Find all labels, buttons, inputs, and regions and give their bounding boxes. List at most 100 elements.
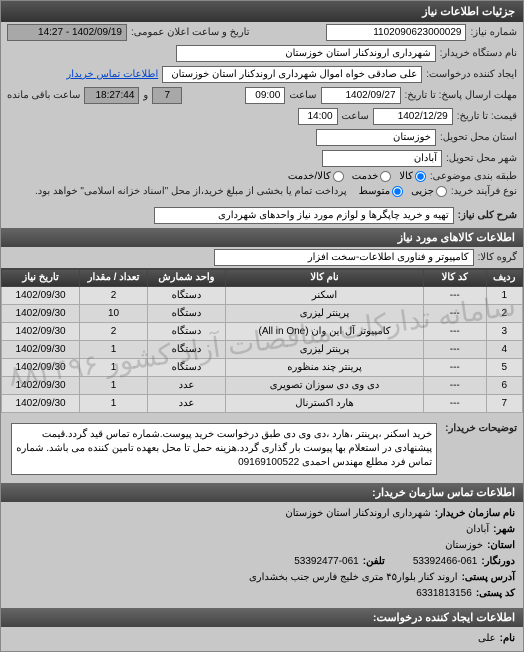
- need-title-field: تهیه و خرید چاپگرها و لوازم مورد نیاز وا…: [154, 207, 454, 224]
- deadline-label: مهلت ارسال پاسخ: تا تاریخ:: [405, 90, 517, 101]
- need-number-field: 1102090623000029: [326, 24, 466, 41]
- row-validity: قیمت: تا تاریخ: 1402/12/29 ساعت 14:00: [1, 106, 523, 127]
- table-header: نام کالا: [226, 269, 424, 287]
- validity-date-field: 1402/12/29: [373, 108, 453, 125]
- c-prov-label: استان:: [487, 538, 515, 554]
- city-label: شهر محل تحویل:: [446, 153, 517, 164]
- goods-table-wrap: سامانه تدارکات مناقصات آزاد کشور ۸۸۳۴۹۶ …: [1, 268, 523, 413]
- c-phone-label: تلفن:: [363, 554, 385, 570]
- validity-time-field: 14:00: [298, 108, 338, 125]
- table-cell: عدد: [147, 377, 225, 395]
- table-row: 2---پرینتر لیزریدستگاه101402/09/30: [2, 305, 523, 323]
- deadline-time-field: 09:00: [245, 87, 285, 104]
- requester-field: علی صادقی خواه اموال شهرداری اروندکنار ا…: [162, 66, 422, 83]
- c-org: شهرداری اروندکنار استان خوزستان: [285, 506, 430, 522]
- time-remain-field: 18:27:44: [84, 87, 139, 104]
- need-title-label: شرح کلی نیاز:: [458, 210, 517, 221]
- table-cell: 2: [486, 305, 522, 323]
- budget-radio-group: کالا خدمت کالا/خدمت: [288, 171, 426, 182]
- radio-goods[interactable]: کالا: [399, 171, 426, 182]
- c-postal: 6331813156: [416, 586, 472, 602]
- table-cell: 1: [80, 377, 148, 395]
- table-cell: ---: [424, 305, 487, 323]
- details-panel: جزئیات اطلاعات نیاز شماره نیاز: 11020906…: [0, 0, 524, 652]
- row-budget: طبقه بندی موضوعی: کالا خدمت کالا/خدمت: [1, 169, 523, 184]
- radio-goods-input[interactable]: [415, 171, 426, 182]
- buyer-org-field: شهرداری اروندکنار استان خوزستان: [176, 45, 436, 62]
- table-cell: 6: [486, 377, 522, 395]
- table-cell: ---: [424, 323, 487, 341]
- contact-link[interactable]: اطلاعات تماس خریدار: [66, 69, 158, 80]
- need-number-label: شماره نیاز:: [470, 27, 517, 38]
- goods-group-label: گروه کالا:: [478, 252, 517, 263]
- row-province: استان محل تحویل: خوزستان: [1, 127, 523, 148]
- c-postal-label: کد پستی:: [476, 586, 515, 602]
- and-label: و: [143, 90, 148, 101]
- row-requester: ایجاد کننده درخواست: علی صادقی خواه اموا…: [1, 64, 523, 85]
- table-row: 1---اسکنردستگاه21402/09/30: [2, 287, 523, 305]
- table-cell: 4: [486, 341, 522, 359]
- row-buyer-org: نام دستگاه خریدار: شهرداری اروندکنار است…: [1, 43, 523, 64]
- table-cell: اسکنر: [226, 287, 424, 305]
- table-cell: 1: [80, 341, 148, 359]
- c-prov: خوزستان: [445, 538, 483, 554]
- radio-mid[interactable]: متوسط: [359, 186, 403, 197]
- table-cell: ---: [424, 395, 487, 413]
- province-field: خوزستان: [316, 129, 436, 146]
- radio-low[interactable]: جزیی: [411, 186, 447, 197]
- pay-radio-group: جزیی متوسط: [359, 186, 447, 197]
- radio-service[interactable]: خدمت: [352, 171, 392, 182]
- pay-label: نوع فرآیند خرید:: [451, 186, 517, 197]
- table-cell: 1402/09/30: [2, 359, 80, 377]
- table-cell: پرینتر لیزری: [226, 305, 424, 323]
- table-cell: 2: [80, 287, 148, 305]
- contact-section-header: اطلاعات تماس سازمان خریدار:: [1, 483, 523, 502]
- table-cell: 5: [486, 359, 522, 377]
- contact-section: نام سازمان خریدار:شهرداری اروندکنار استا…: [1, 502, 523, 606]
- goods-group-field: کامپیوتر و فناوری اطلاعات-سخت افزار: [214, 249, 474, 266]
- row-need-title: شرح کلی نیاز: تهیه و خرید چاپگرها و لواز…: [1, 205, 523, 226]
- table-cell: ---: [424, 287, 487, 305]
- c-phone: 53392477-061: [294, 554, 359, 570]
- radio-service-input[interactable]: [380, 171, 391, 182]
- validity-label: قیمت: تا تاریخ:: [457, 111, 517, 122]
- announce-label: تاریخ و ساعت اعلان عمومی:: [131, 27, 250, 38]
- table-cell: ---: [424, 341, 487, 359]
- time-label-1: ساعت: [289, 90, 316, 101]
- creator-section-header: اطلاعات ایجاد کننده درخواست:: [1, 608, 523, 627]
- radio-cash-input[interactable]: [333, 171, 344, 182]
- creator-name-label: نام:: [500, 631, 515, 647]
- table-cell: دستگاه: [147, 323, 225, 341]
- table-cell: 1402/09/30: [2, 287, 80, 305]
- table-row: 5---پرینتر چند منظورهدستگاه11402/09/30: [2, 359, 523, 377]
- row-pay: نوع فرآیند خرید: جزیی متوسط پرداخت تمام …: [1, 184, 523, 199]
- days-remain-field: 7: [152, 87, 182, 104]
- radio-mid-input[interactable]: [392, 186, 403, 197]
- table-cell: پرینتر چند منظوره: [226, 359, 424, 377]
- desc-label: توضیحات خریدار:: [445, 419, 517, 434]
- panel-title: جزئیات اطلاعات نیاز: [1, 1, 523, 22]
- c-city-label: شهر:: [493, 522, 515, 538]
- table-cell: 1: [80, 395, 148, 413]
- goods-table: ردیفکد کالانام کالاواحد شمارشتعداد / مقد…: [1, 268, 523, 413]
- row-city: شهر محل تحویل: آبادان: [1, 148, 523, 169]
- radio-cash[interactable]: کالا/خدمت: [288, 171, 344, 182]
- announce-field: 1402/09/19 - 14:27: [7, 24, 127, 41]
- table-cell: پرینتر لیزری: [226, 341, 424, 359]
- table-header: تعداد / مقدار: [80, 269, 148, 287]
- table-cell: دستگاه: [147, 305, 225, 323]
- pay-note: پرداخت تمام یا بخشی از مبلغ خرید،از محل …: [35, 186, 347, 197]
- table-cell: 1: [80, 359, 148, 377]
- row-need-number: شماره نیاز: 1102090623000029 تاریخ و ساع…: [1, 22, 523, 43]
- row-deadline: مهلت ارسال پاسخ: تا تاریخ: 1402/09/27 سا…: [1, 85, 523, 106]
- table-cell: دستگاه: [147, 341, 225, 359]
- creator-section: نام:علی: [1, 627, 523, 651]
- c-city: آبادان: [466, 522, 489, 538]
- time-label-2: ساعت: [342, 111, 369, 122]
- table-cell: کامپیوتر آل این وان (All in One): [226, 323, 424, 341]
- row-goods-group: گروه کالا: کامپیوتر و فناوری اطلاعات-سخت…: [1, 247, 523, 268]
- table-cell: 1402/09/30: [2, 305, 80, 323]
- radio-low-input[interactable]: [436, 186, 447, 197]
- table-cell: ---: [424, 377, 487, 395]
- table-cell: دستگاه: [147, 287, 225, 305]
